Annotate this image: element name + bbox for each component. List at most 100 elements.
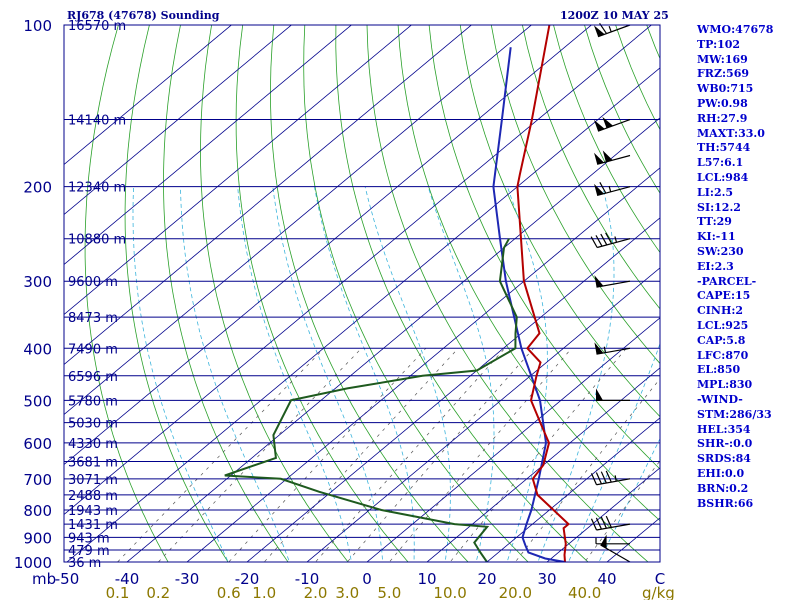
dry-adiabat: [200, 25, 349, 562]
moist-adiabat: [568, 342, 660, 562]
mixing-ratio-line: [346, 348, 534, 562]
stat-item: -WIND-: [697, 392, 743, 406]
mixing-ratio-line: [228, 348, 427, 562]
isotherm: [486, 417, 660, 562]
mixing-ratio-tick-label: 40.0: [568, 584, 601, 600]
dry-adiabat: [428, 25, 660, 470]
pressure-tick-label: 200: [23, 179, 52, 197]
temperature-tick-label: -40: [115, 570, 140, 588]
isobars: [64, 24, 660, 563]
dry-adiabat: [522, 25, 660, 310]
isotherm: [306, 267, 660, 562]
stat-item: SI:12.2: [697, 200, 741, 214]
dry-adiabat: [303, 25, 529, 562]
mixing-ratio-tick-label: 1.0: [252, 584, 276, 600]
stat-item: LCL:984: [697, 170, 749, 184]
isotherm: [64, 25, 293, 216]
moist-adiabat: [364, 186, 451, 562]
moist-adiabat: [272, 186, 384, 562]
mixing-ratio-tick-label: 0.1: [106, 584, 130, 600]
mixing-ratio-unit-label: g/kg: [642, 584, 675, 600]
stat-item: HEL:354: [697, 422, 751, 436]
height-labels: 16570 m 14140 m 12340 m 10880 m 9600 m 8473 m…: [68, 19, 126, 571]
wind-barb: [594, 150, 631, 165]
height-label: 5780 m: [68, 394, 118, 409]
dewpoint-trace: [224, 238, 518, 562]
mixing-ratio-line: [388, 348, 572, 562]
pressure-tick-label: 1000: [14, 554, 52, 572]
isotherm: [366, 317, 660, 562]
wind-barb: [593, 116, 631, 132]
dry-adiabat: [124, 25, 229, 562]
height-label: 10880 m: [68, 233, 126, 248]
stat-item: SRDS:84: [697, 452, 751, 466]
mixing-ratio-tick-label: 10.0: [433, 584, 466, 600]
height-label: 1943 m: [68, 504, 118, 519]
temperature-tick-label: 30: [537, 570, 556, 588]
plot-frame: [63, 24, 661, 563]
stat-item: SHR-:0.0: [697, 437, 753, 451]
temperature-tick-label: -30: [175, 570, 200, 588]
stat-item: CAP:5.8: [697, 333, 746, 347]
dry-adiabat: [397, 25, 660, 522]
wind-barb: [590, 515, 631, 531]
temperature-tick-label: 10: [417, 570, 436, 588]
height-label: 14140 m: [68, 114, 126, 129]
height-label: 36 m: [68, 556, 101, 571]
pressure-tick-label: 300: [23, 273, 52, 291]
temperature-unit-label: C: [655, 570, 665, 588]
isotherm: [64, 25, 653, 516]
wind-barb: [593, 22, 631, 38]
stat-item: WMO:47678: [697, 23, 774, 36]
stat-item: CAPE:15: [697, 289, 751, 303]
stat-item: MPL:830: [697, 378, 753, 392]
height-label: 1431 m: [68, 518, 118, 533]
dry-adiabat: [459, 25, 660, 418]
stat-item: BSHR:66: [697, 496, 754, 510]
stat-item: EI:2.3: [697, 259, 734, 273]
height-label: 3681 m: [68, 456, 118, 471]
dry-adiabat: [163, 25, 289, 562]
temperature-tick-label: 40: [597, 570, 616, 588]
wind-barb: [590, 232, 631, 249]
sounding-profiles: [224, 25, 571, 562]
stat-item: -PARCEL-: [697, 274, 757, 288]
stat-item: LI:2.5: [697, 185, 734, 199]
stat-item: L57:6.1: [697, 156, 744, 170]
stats-panel: WMO:47678 TP:102 MW:169 FRZ:569 WB0:715 PW:0.…: [697, 23, 797, 511]
dry-adiabat: [84, 25, 169, 562]
stat-item: LCL:925: [697, 318, 749, 332]
dry-adiabat: [490, 25, 660, 365]
pressure-tick-label: 100: [23, 17, 52, 35]
mixing-ratio-line: [263, 348, 459, 562]
isotherm: [64, 25, 233, 166]
isotherm: [64, 25, 353, 266]
parcel-trace: [492, 47, 566, 562]
stat-item: EL:850: [697, 363, 741, 377]
wind-barb: [590, 470, 631, 486]
height-label: 943 m: [68, 531, 110, 546]
mixing-ratio-line: [157, 348, 362, 562]
dry-adiabat: [235, 25, 409, 562]
temperature-tick-label: 20: [477, 570, 496, 588]
mixing-ratio-line: [315, 348, 506, 562]
stat-item: PW:0.98: [697, 96, 748, 110]
height-label: 7490 m: [68, 342, 118, 357]
isotherm: [64, 25, 473, 366]
moist-adiabat: [237, 186, 352, 562]
moist-adiabat: [180, 186, 290, 562]
stat-item: CINH:2: [697, 304, 744, 318]
height-label: 479 m: [68, 544, 110, 559]
dry-adiabat: [553, 25, 660, 254]
wind-barb: [594, 275, 631, 288]
moist-adiabat: [537, 186, 615, 562]
isotherm: [246, 217, 660, 562]
temperature-tick-label: -20: [235, 570, 260, 588]
chart-grid: [64, 25, 660, 562]
temperature-trace: [516, 25, 571, 562]
isotherm: [426, 367, 660, 562]
stat-item: TP:102: [697, 37, 741, 51]
pressure-axis-label: mb: [32, 570, 56, 588]
